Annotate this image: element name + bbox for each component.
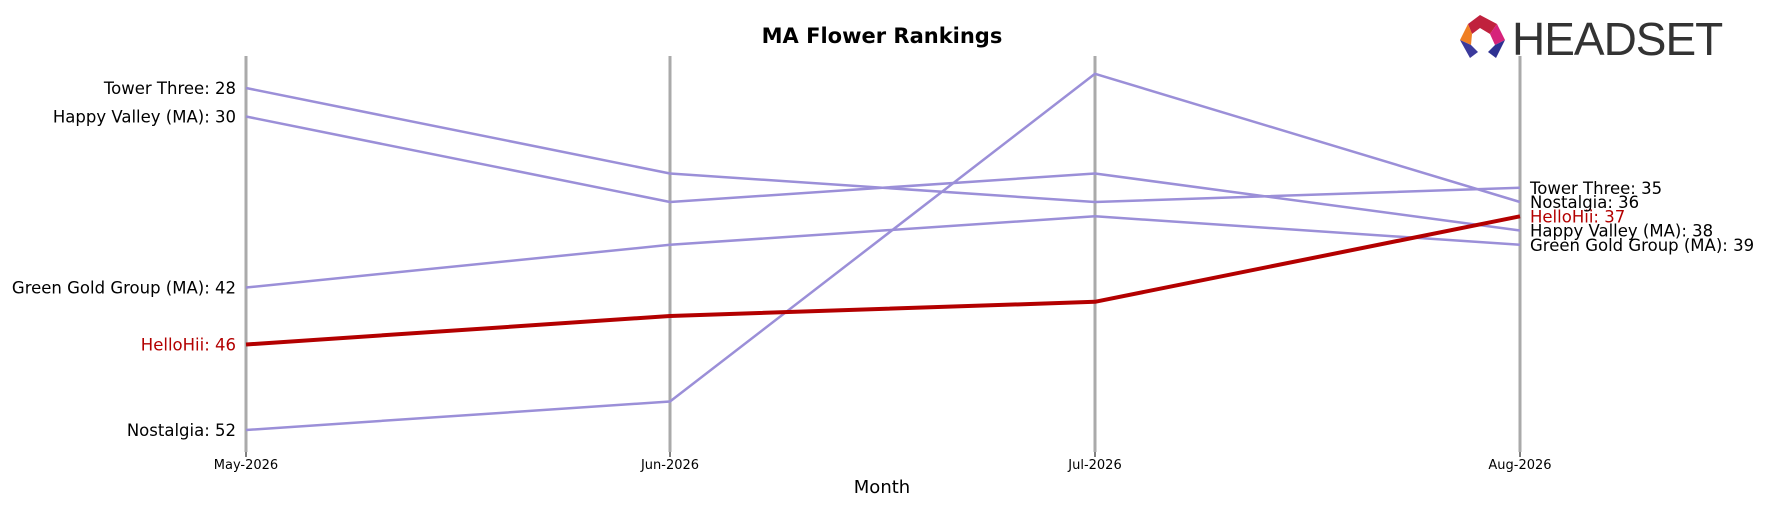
series-end-label: Tower Three: 35 (1529, 179, 1662, 198)
headset-logo-icon (1460, 15, 1505, 58)
series-end-label: Green Gold Group (MA): 39 (1530, 236, 1754, 255)
series-line (245, 215, 1521, 289)
series-end-label: Happy Valley (MA): 38 (1530, 222, 1713, 241)
series-start-label: Green Gold Group (MA): 42 (12, 279, 236, 298)
x-tick-label: Jul-2026 (1067, 458, 1121, 473)
series-start-label: HelloHii: 46 (141, 336, 236, 355)
x-tick-label: Aug-2026 (1488, 458, 1551, 473)
series-start-label: Tower Three: 28 (103, 79, 236, 98)
series-start-label: Happy Valley (MA): 30 (53, 108, 236, 127)
headset-logo-text: HEADSET (1512, 13, 1723, 65)
x-tick-label: May-2026 (214, 458, 278, 473)
series-end-label: HelloHii: 37 (1530, 207, 1625, 226)
series-labels: Tower Three: 28 Tower Three: 35 Happy Vall… (12, 79, 1754, 440)
series-lines (245, 72, 1521, 432)
series-start-label: Nostalgia: 52 (127, 421, 236, 440)
x-tick-labels: May-2026 Jun-2026 Jul-2026 Aug-2026 (214, 452, 1552, 473)
x-axis-label: Month (854, 477, 910, 498)
series-end-label: Nostalgia: 36 (1530, 193, 1639, 212)
chart-title: MA Flower Rankings (762, 24, 1003, 48)
series-line (245, 72, 1521, 432)
headset-logo: HEADSET (1460, 13, 1724, 65)
x-tick-label: Jun-2026 (640, 458, 699, 473)
series-line (245, 214, 1521, 347)
series-line (245, 115, 1521, 232)
month-axis-lines (244, 56, 1522, 452)
